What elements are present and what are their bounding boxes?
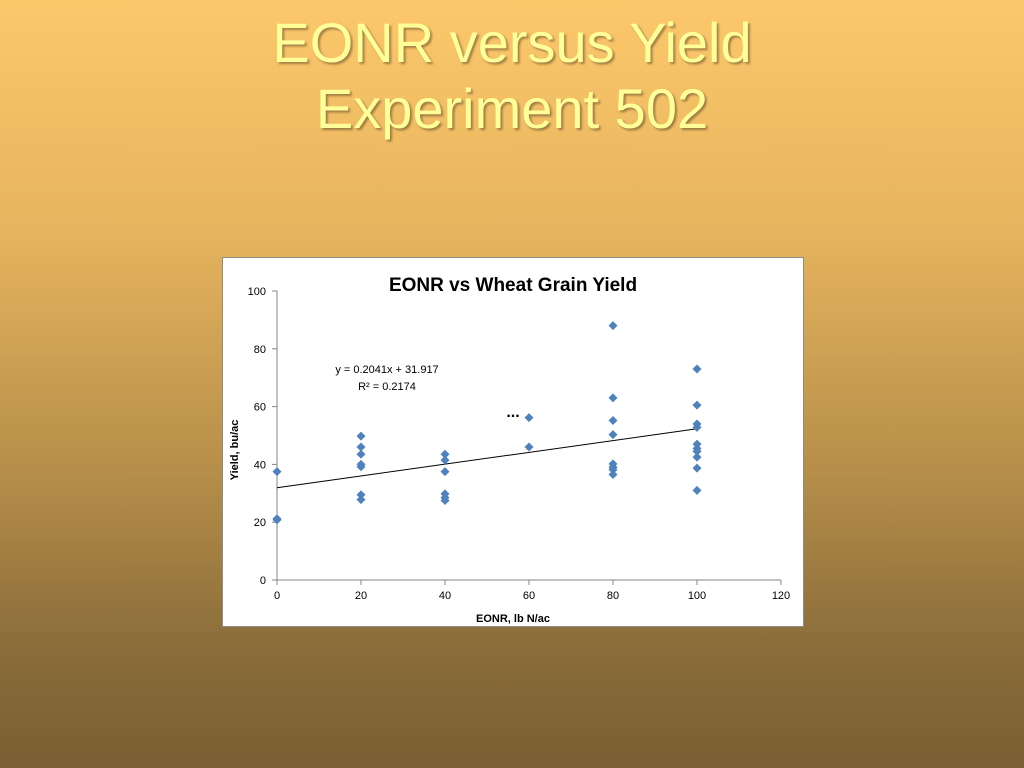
data-point [692,422,702,432]
y-tick-label: 60 [254,402,266,414]
data-point [608,393,618,403]
data-point [608,470,618,480]
data-point [440,496,450,506]
data-point [524,413,534,423]
data-points [272,321,702,525]
data-point [356,442,366,452]
slide-title: EONR versus Yield Experiment 502 [0,10,1024,142]
x-axis-label: EONR, lb N/ac [476,613,550,625]
y-tick-label: 40 [254,459,266,471]
x-tick-label: 0 [274,590,280,602]
data-point [440,467,450,477]
trendline [276,428,698,489]
data-point [608,465,618,475]
y-tick-label: 80 [254,344,266,356]
data-point [692,400,702,410]
data-point [356,462,366,472]
axes [272,290,782,585]
tick-labels: 0 20 40 60 80 100 120 0 20 40 60 80 100 [248,286,791,602]
data-point [692,485,702,495]
x-tick-label: 80 [607,590,619,602]
data-point [356,490,366,500]
data-point [356,495,366,505]
x-tick-label: 20 [355,590,367,602]
data-point [692,446,702,456]
slide-title-line2: Experiment 502 [315,77,709,140]
data-point [440,455,450,465]
chart-title: EONR vs Wheat Grain Yield [389,275,637,296]
trendline-equation: y = 0.2041x + 31.917 [335,364,438,376]
slide-title-line1: EONR versus Yield [272,11,752,74]
data-point [692,364,702,374]
data-point [272,467,282,477]
x-tick-label: 40 [439,590,451,602]
trendline-r2: R² = 0.2174 [358,381,416,393]
x-tick-label: 100 [688,590,706,602]
y-tick-label: 20 [254,517,266,529]
y-tick-label: 100 [248,286,266,298]
data-point [608,415,618,425]
y-tick-label: 0 [260,575,266,587]
data-point [608,321,618,331]
x-tick-label: 120 [772,590,790,602]
data-point [524,442,534,452]
x-tick-label: 60 [523,590,535,602]
data-point [608,430,618,440]
data-point [692,452,702,462]
ellipsis-annotation: ... [506,404,519,421]
y-axis-label: Yield, bu/ac [229,420,241,481]
data-point [356,431,366,441]
data-point [356,449,366,459]
data-point [272,515,282,525]
data-point [440,449,450,459]
scatter-chart: EONR vs Wheat Grain Yield 0 20 40 60 80 100 12… [229,275,791,625]
data-point [692,463,702,473]
chart-panel: EONR vs Wheat Grain Yield 0 20 40 60 80 100 12… [222,257,804,627]
